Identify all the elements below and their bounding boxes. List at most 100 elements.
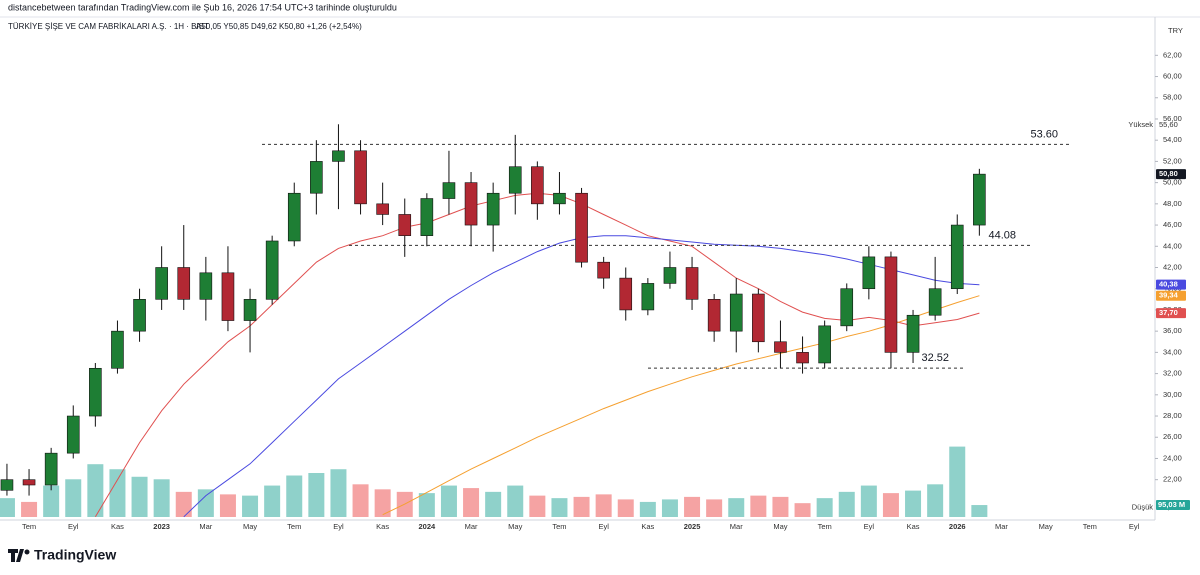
volume-bar	[949, 446, 966, 517]
candle-body	[265, 240, 279, 300]
volume-bar	[352, 484, 369, 517]
last-price-label-box	[1156, 169, 1186, 180]
volume-bar	[197, 489, 214, 517]
candle-body	[243, 299, 257, 321]
volume-bar	[772, 496, 789, 517]
volume-label-box	[1156, 500, 1190, 510]
ma-price-label-box	[1156, 308, 1186, 319]
x-tick-label: Eyl	[1129, 522, 1140, 531]
x-tick-label: 2026	[949, 522, 966, 531]
level-label: 44.08	[988, 229, 1016, 241]
ma-price-label-box	[1156, 290, 1186, 301]
volume-bar	[43, 485, 60, 517]
y-tick-label: 44,00	[1163, 241, 1182, 250]
volume-bar	[728, 498, 745, 517]
volume-bar	[308, 473, 325, 517]
volume-bar	[374, 489, 391, 517]
candle-body	[575, 192, 588, 263]
volume-bar	[440, 485, 457, 517]
candle-body	[774, 341, 787, 353]
candle-body	[486, 192, 500, 226]
x-tick-label: Tem	[22, 522, 36, 531]
candle-body	[685, 267, 699, 300]
x-tick-label: May	[508, 522, 522, 531]
candle-body	[420, 198, 434, 236]
symbol: TÜRKİYE ŞİŞE VE CAM FABRİKALARI A.Ş. · 1…	[8, 22, 209, 31]
candle-body	[729, 293, 743, 332]
volume-bar	[87, 464, 104, 517]
brand: TradingView	[8, 547, 116, 563]
volume-bar	[905, 490, 922, 517]
x-tick-label: Eyl	[598, 522, 609, 531]
volume-bar	[573, 496, 590, 517]
x-tick-label: Kas	[907, 522, 920, 531]
x-tick-label: Mar	[995, 522, 1008, 531]
plot-area: 53.60 44.08 32.52	[0, 124, 1072, 518]
volume-bar	[551, 498, 568, 517]
brand-logo-dot	[24, 549, 30, 555]
volume-bar	[595, 494, 612, 517]
y-tick-label: 26,00	[1163, 432, 1182, 441]
candle-body	[884, 256, 898, 353]
volume-bar	[860, 485, 877, 517]
volume-bar	[639, 501, 656, 517]
ma-price-label: 37,70	[1159, 308, 1178, 317]
candle-body	[928, 288, 942, 316]
volume-bar	[21, 501, 38, 517]
volume-bar	[507, 485, 524, 517]
volume-bar	[485, 491, 502, 517]
candle-body	[442, 182, 456, 199]
ma-price-label-box	[1156, 279, 1186, 290]
x-tick-label: 2025	[684, 522, 701, 531]
ma-price-label: 40,38	[1159, 280, 1178, 289]
y-tick-label: 46,00	[1163, 220, 1182, 229]
volume-bar	[418, 493, 435, 517]
high-name: Yüksek	[1128, 120, 1153, 129]
volume-bar	[109, 469, 126, 517]
y-tick-label: 52,00	[1163, 156, 1182, 165]
y-tick-label: 54,00	[1163, 135, 1182, 144]
candle-body	[44, 452, 58, 486]
quote: A50,05 Y50,85 D49,62 K50,80 +1,26 (+2,54…	[196, 22, 362, 31]
brand-name: TradingView	[34, 547, 116, 563]
candle-body	[553, 192, 566, 205]
volume-label: 95,03 M	[1158, 500, 1185, 509]
credit: distancebetween tarafından TradingView.c…	[8, 2, 397, 12]
currency: TRY	[1168, 26, 1183, 35]
y-tick-label: 58,00	[1163, 93, 1182, 102]
candle-body	[0, 479, 14, 491]
level-label: 32.52	[921, 352, 949, 364]
x-tick-label: Mar	[199, 522, 212, 531]
candle-body	[508, 166, 522, 194]
candle-body	[310, 161, 323, 194]
volume-bar	[153, 479, 170, 517]
x-tick-label: Tem	[287, 522, 301, 531]
volume-bar	[816, 498, 833, 517]
volume-bar	[175, 491, 192, 517]
candle-body	[796, 352, 809, 364]
volume-bar	[617, 499, 634, 517]
y-tick-label: 60,00	[1163, 72, 1182, 81]
x-tick-label: 2023	[153, 522, 170, 531]
x-tick-label: May	[1039, 522, 1053, 531]
candle-body	[597, 261, 610, 279]
candle-body	[818, 325, 831, 364]
candle-body	[641, 283, 655, 311]
x-tick-label: Eyl	[68, 522, 79, 531]
x-tick-label: May	[243, 522, 257, 531]
candle-body	[707, 299, 721, 332]
volume-bar	[882, 493, 899, 517]
volume-bar	[661, 499, 678, 517]
x-tick-label: Tem	[1083, 522, 1097, 531]
x-tick-label: Kas	[111, 522, 124, 531]
y-tick-label: 32,00	[1163, 369, 1182, 378]
x-tick-label: May	[773, 522, 787, 531]
volume-bar	[529, 495, 546, 517]
y-tick-label: 24,00	[1163, 453, 1182, 462]
volume-bar	[65, 479, 82, 517]
volume-bar	[971, 505, 988, 517]
candle-body	[221, 272, 235, 321]
volume-bar	[684, 496, 701, 517]
high-value: 55,60	[1159, 120, 1178, 129]
